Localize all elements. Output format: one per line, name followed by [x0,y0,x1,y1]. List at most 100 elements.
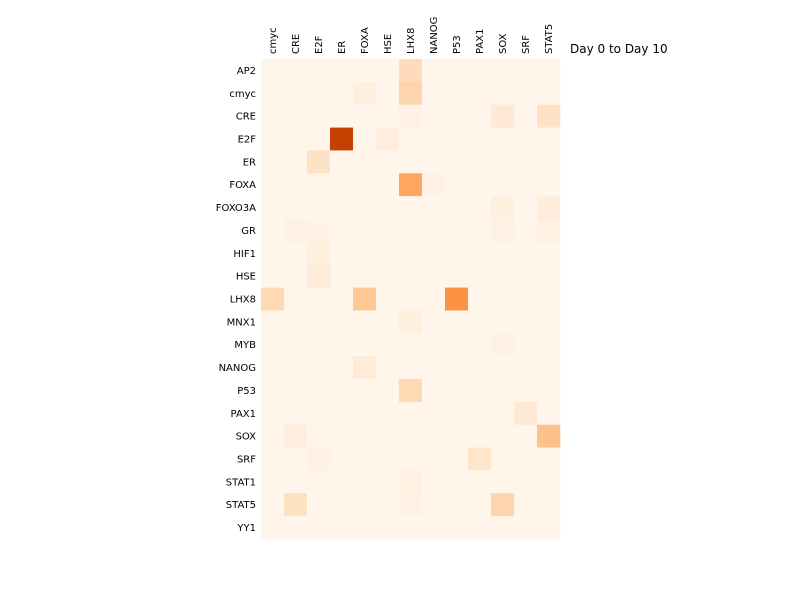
heatmap-cell [422,196,446,220]
heatmap-cell [399,104,423,128]
heatmap-cell [514,59,538,83]
heatmap-cell [353,59,377,83]
heatmap-cell [422,470,446,494]
heatmap-cell [330,310,354,334]
heatmap-cell [537,127,561,151]
heatmap-cell [491,59,515,83]
heatmap-cell [353,379,377,403]
heatmap-cell [445,516,469,540]
heatmap-cell [422,356,446,380]
heatmap-cell [330,59,354,83]
heatmap-cell [307,356,331,380]
heatmap-cell [307,150,331,174]
heatmap-cell [284,356,308,380]
heatmap-cell [376,424,400,448]
heatmap-cell [491,104,515,128]
heatmap-cell [445,104,469,128]
heatmap-cell [261,310,285,334]
heatmap-cell [399,150,423,174]
heatmap-cell [353,287,377,311]
column-tick-label: LHX8 [406,28,417,54]
heatmap-cell [445,356,469,380]
heatmap-cell [491,333,515,357]
heatmap-cell [353,516,377,540]
heatmap-cell [353,333,377,357]
heatmap-cell [537,59,561,83]
heatmap-cell [514,150,538,174]
heatmap-cell [491,401,515,426]
heatmap-cell [399,447,423,471]
heatmap-cell [491,493,515,517]
heatmap-cell [514,493,538,517]
heatmap-cell [537,310,561,334]
heatmap-cell [307,81,331,106]
heatmap-cell [491,241,515,266]
row-tick-label: STAT5 [226,500,256,511]
heatmap-cell [422,104,446,128]
heatmap-cell [445,173,469,197]
heatmap-cell [491,447,515,471]
heatmap-cell [353,401,377,426]
heatmap-cell [537,493,561,517]
heatmap-cell [468,310,492,334]
heatmap-cell [307,287,331,311]
heatmap-cell [353,310,377,334]
heatmap-cell [261,447,285,471]
heatmap-cell [468,447,492,471]
heatmap-cell [284,241,308,266]
heatmap-cell [468,333,492,357]
heatmap-cell [376,264,400,288]
heatmap-cell [353,264,377,288]
heatmap-cell [330,173,354,197]
heatmap-cell [261,59,285,83]
heatmap-cell [284,81,308,106]
heatmap-cell [284,310,308,334]
heatmap-cell [307,516,331,540]
heatmap-cell [399,241,423,266]
heatmap-cell [445,81,469,106]
heatmap-cell [514,104,538,128]
row-tick-label: HSE [236,272,256,283]
heatmap-cell [284,401,308,426]
heatmap-cell [399,516,423,540]
column-tick-label: NANOG [429,17,440,54]
heatmap-cell [491,196,515,220]
heatmap-cell [537,241,561,266]
row-tick-label: NANOG [219,363,256,374]
heatmap-cell [468,424,492,448]
heatmap-cell [514,516,538,540]
heatmap-cell [399,356,423,380]
column-tick-label: STAT5 [544,24,555,54]
heatmap-cell [330,379,354,403]
heatmap-cell [307,310,331,334]
row-tick-label: FOXA [229,180,256,191]
heatmap-cell [445,287,469,311]
row-tick-label: PAX1 [231,409,256,420]
heatmap-cell [468,264,492,288]
heatmap-cell [514,81,538,106]
heatmap-cell [445,264,469,288]
heatmap-cell [376,219,400,243]
heatmap-cell [491,516,515,540]
heatmap-cell [376,150,400,174]
heatmap-cell [445,333,469,357]
heatmap-cell [330,81,354,106]
heatmap-cell [376,493,400,517]
heatmap-cell [399,310,423,334]
heatmap-cell [468,401,492,426]
heatmap-cell [261,127,285,151]
heatmap-cell [514,356,538,380]
heatmap-cell [445,493,469,517]
column-tick-label: FOXA [360,27,371,54]
row-tick-label: MNX1 [227,317,256,328]
heatmap-cell [468,219,492,243]
heatmap-cell [399,401,423,426]
heatmap-cell [376,447,400,471]
heatmap-cell [353,424,377,448]
heatmap-cell [284,493,308,517]
heatmap-cell [537,150,561,174]
heatmap-cell [307,470,331,494]
heatmap-cell [399,470,423,494]
heatmap-cell [514,173,538,197]
heatmap-cell [422,219,446,243]
